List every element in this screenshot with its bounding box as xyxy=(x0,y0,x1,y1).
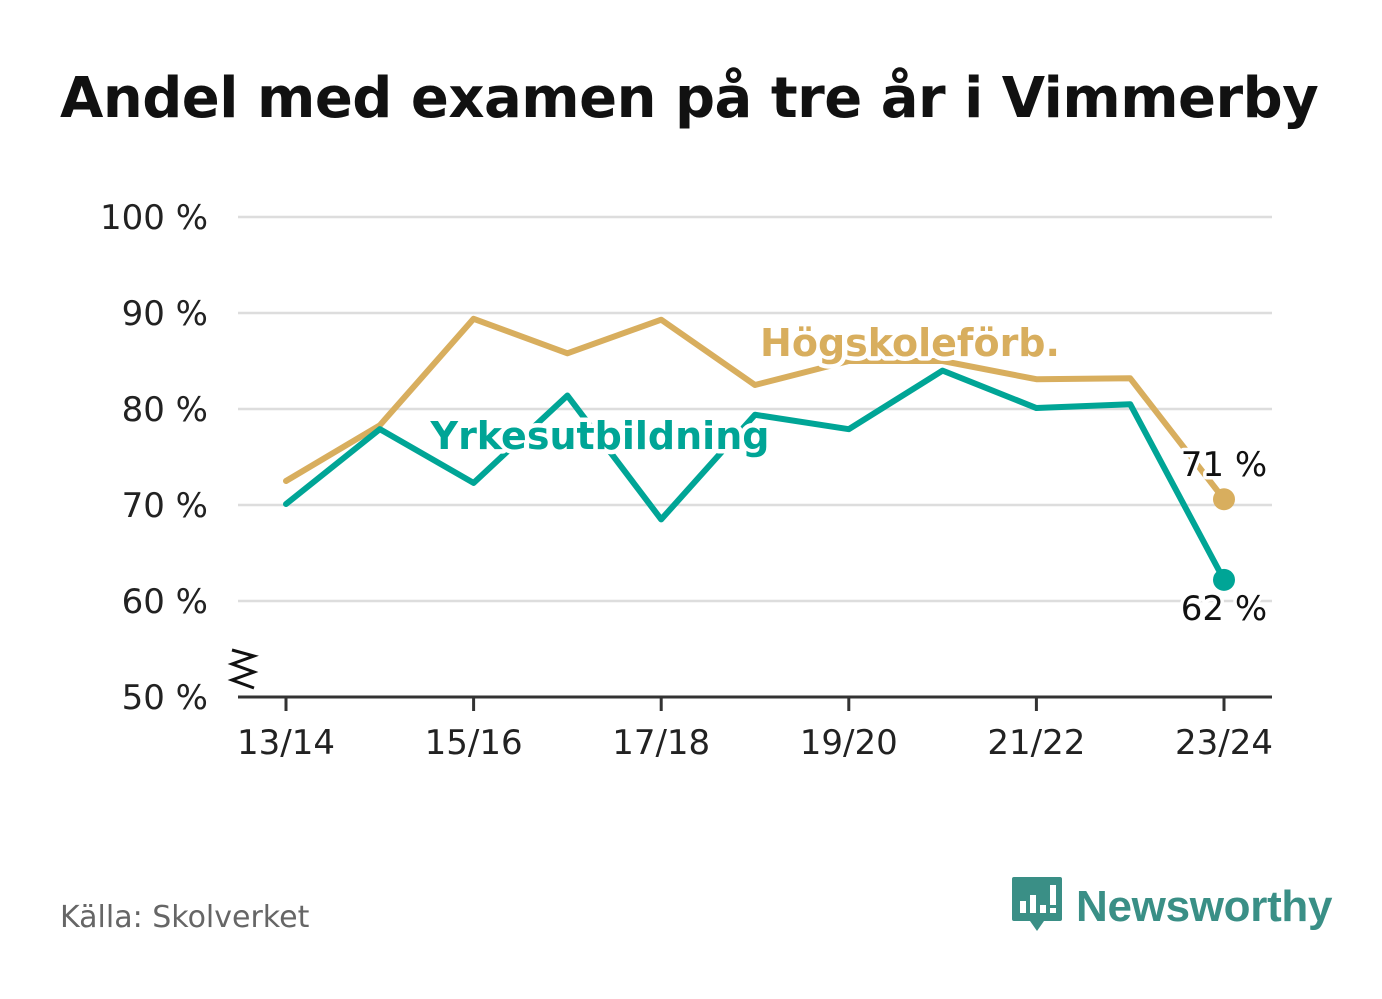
series-label: Yrkesutbildning xyxy=(430,414,770,458)
series-line-hogskoleforb xyxy=(283,315,1227,503)
y-tick-label: 70 % xyxy=(122,486,208,526)
end-value-label: 71 % xyxy=(1181,445,1267,485)
y-tick-label: 50 % xyxy=(122,678,208,718)
brand-logo: Newsworthy xyxy=(1010,875,1332,939)
series-line-yrkesutbildning xyxy=(283,367,1227,583)
brand-name: Newsworthy xyxy=(1076,882,1333,931)
x-tick-label: 17/18 xyxy=(612,723,710,763)
gridlines xyxy=(238,215,1272,603)
y-axis-tick-labels: 100 % 90 % 80 % 70 % 60 % 50 % xyxy=(100,198,208,718)
chart-title: Andel med examen på tre år i Vimmerby xyxy=(60,66,1319,131)
source-credit: Källa: Skolverket xyxy=(60,900,310,935)
series-lines xyxy=(283,315,1235,591)
x-tick-label: 23/24 xyxy=(1175,723,1273,763)
y-tick-label: 100 % xyxy=(100,198,208,238)
end-point-marker xyxy=(1213,488,1235,511)
end-value-label: 62 % xyxy=(1181,589,1267,629)
axis-break-icon xyxy=(227,648,259,690)
bar-chart-speech-bubble-icon xyxy=(1010,875,1064,939)
series-labels: Högskoleförb. Yrkesutbildning 71 % 62 % xyxy=(425,317,1271,633)
y-tick-label: 60 % xyxy=(122,582,208,622)
x-axis-tick-labels: 13/14 15/16 17/18 19/20 21/22 23/24 xyxy=(237,723,1273,763)
series-label: Högskoleförb. xyxy=(760,321,1060,365)
end-point-marker xyxy=(1213,568,1235,591)
x-tick-label: 15/16 xyxy=(425,723,523,763)
y-tick-label: 80 % xyxy=(122,390,208,430)
x-tick-label: 13/14 xyxy=(237,723,335,763)
y-tick-label: 90 % xyxy=(122,294,208,334)
x-tick-label: 21/22 xyxy=(987,723,1085,763)
x-axis xyxy=(227,648,1272,711)
x-tick-label: 19/20 xyxy=(800,723,898,763)
